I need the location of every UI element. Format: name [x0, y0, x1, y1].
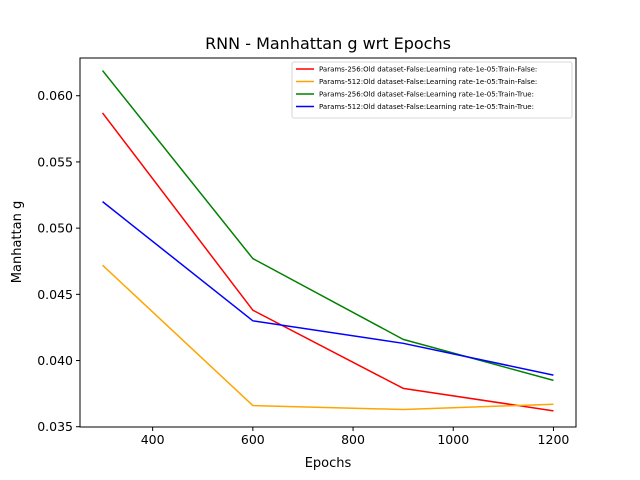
series-line-1	[101, 112, 554, 412]
legend-label: Params-512:Old dataset-False:Learning ra…	[319, 103, 534, 111]
y-tick-label: 0.045	[37, 287, 73, 302]
x-tick-label: 1000	[437, 432, 469, 447]
legend: Params-256:Old dataset-False:Learning ra…	[291, 61, 573, 119]
x-axis-label: Epochs	[305, 456, 352, 471]
y-tick-label: 0.060	[37, 88, 73, 103]
series-line-4	[102, 201, 554, 376]
series-line-2	[102, 264, 554, 411]
x-axis-ticks: 400 600 800 1000 1200	[141, 427, 570, 447]
x-tick-label: 600	[241, 432, 265, 447]
series-layer	[101, 70, 554, 412]
legend-label: Params-256:Old dataset-False:Learning ra…	[319, 91, 534, 99]
y-axis-label: Manhattan g	[10, 201, 25, 283]
legend-label: Params-256:Old dataset-False:Learning ra…	[319, 66, 537, 74]
y-tick-label: 0.035	[37, 419, 73, 434]
x-tick-label: 800	[341, 432, 365, 447]
y-axis-ticks: 0.035 0.040 0.045 0.050 0.055 0.060	[37, 88, 80, 434]
y-tick-label: 0.040	[37, 353, 73, 368]
y-tick-label: 0.055	[37, 154, 73, 169]
legend-label: Params-512:Old dataset-False:Learning ra…	[319, 78, 537, 86]
chart-title: RNN - Manhattan g wrt Epochs	[205, 34, 451, 53]
y-tick-label: 0.050	[37, 221, 73, 236]
x-tick-label: 400	[141, 432, 165, 447]
legend-box	[291, 61, 573, 119]
plot-frame	[79, 57, 577, 428]
x-tick-label: 1200	[538, 432, 570, 447]
